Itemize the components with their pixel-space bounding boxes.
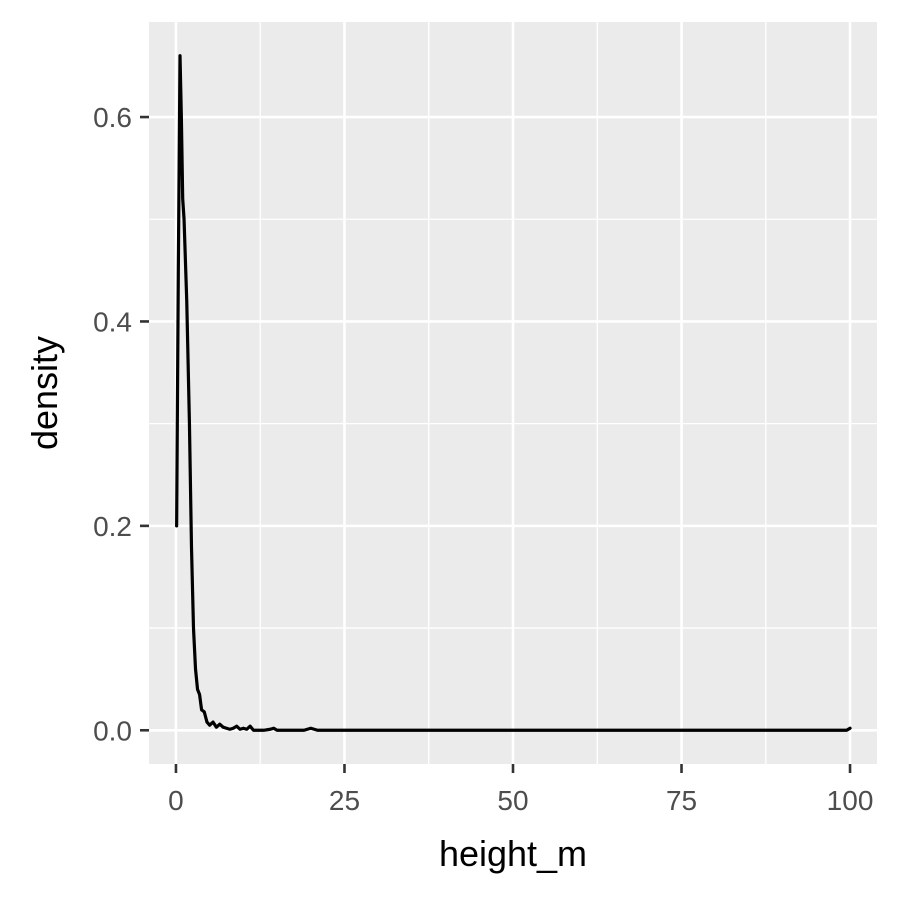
x-tick-label: 50 bbox=[497, 785, 528, 816]
y-tick-label: 0.6 bbox=[93, 102, 132, 133]
y-tick-label: 0.4 bbox=[93, 306, 132, 337]
x-tick-label: 100 bbox=[827, 785, 874, 816]
x-tick-label: 0 bbox=[168, 785, 184, 816]
y-axis-title: density bbox=[24, 336, 65, 450]
x-tick-label: 25 bbox=[329, 785, 360, 816]
y-tick-label: 0.2 bbox=[93, 511, 132, 542]
x-axis: 0 25 50 75 100 bbox=[168, 764, 873, 816]
y-tick-label: 0.0 bbox=[93, 715, 132, 746]
y-axis: 0.0 0.2 0.4 0.6 bbox=[93, 102, 149, 746]
x-axis-title: height_m bbox=[439, 833, 587, 874]
grid-lines bbox=[149, 22, 877, 764]
density-line bbox=[175, 54, 852, 732]
x-tick-label: 75 bbox=[666, 785, 697, 816]
